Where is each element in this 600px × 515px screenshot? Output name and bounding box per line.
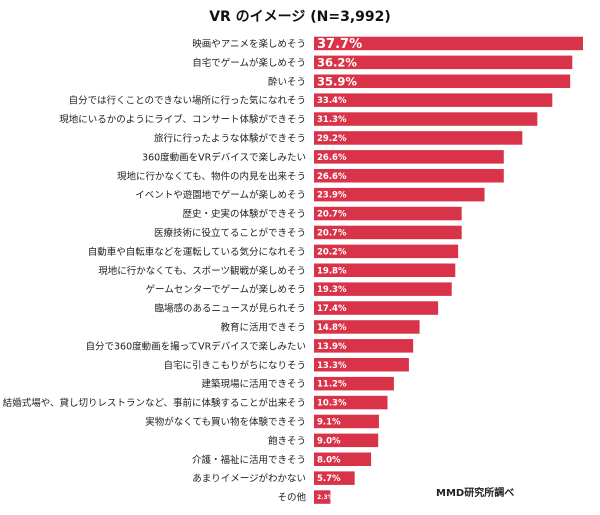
value-label: 5.7% xyxy=(317,474,341,484)
value-label: 35.9% xyxy=(317,74,357,88)
category-label: 建築現場に活用できそう xyxy=(201,378,306,390)
source-note: MMD研究所調べ xyxy=(436,488,515,499)
category-label: その他 xyxy=(277,492,306,504)
value-label: 26.6% xyxy=(317,172,347,182)
bar xyxy=(314,339,414,353)
category-label: 歴史・史実の体験ができそう xyxy=(182,208,306,220)
bar xyxy=(314,131,523,145)
bar xyxy=(314,74,571,88)
category-label: 自分では行くことのできない場所に行った気になれそう xyxy=(69,95,306,107)
category-label: 自宅でゲームが楽しめそう xyxy=(192,57,306,69)
bar xyxy=(314,187,485,202)
category-label: 現地に行かなくても、物件の内見を出来そう xyxy=(117,170,306,182)
value-label: 11.2% xyxy=(317,380,347,390)
value-label: 10.3% xyxy=(317,399,347,409)
bar xyxy=(314,244,459,259)
value-label: 19.8% xyxy=(317,266,347,276)
bar xyxy=(314,150,504,164)
value-label: 13.9% xyxy=(317,342,347,352)
category-label: 旅行に行ったような体験ができそう xyxy=(154,132,306,144)
bar xyxy=(314,471,355,485)
bar xyxy=(314,433,379,448)
category-label: 飽きそう xyxy=(268,435,306,447)
value-label: 26.6% xyxy=(317,153,347,163)
bar xyxy=(314,358,409,372)
bar xyxy=(314,206,462,221)
bar xyxy=(314,225,462,240)
value-label: 19.3% xyxy=(317,285,347,295)
value-label: 20.2% xyxy=(317,247,347,257)
bar xyxy=(314,93,553,107)
bar xyxy=(314,112,538,126)
category-label: 教育に活用できそう xyxy=(220,321,306,333)
value-label: 8.0% xyxy=(317,455,341,465)
value-label: 36.2% xyxy=(317,55,357,69)
category-label: ゲームセンターでゲームが楽しめそう xyxy=(146,284,306,296)
value-label: 33.4% xyxy=(317,96,347,106)
category-label: 実物がなくても買い物を体験できそう xyxy=(145,416,306,428)
value-label: 20.7% xyxy=(317,210,347,220)
value-label: 17.4% xyxy=(317,304,347,314)
bar xyxy=(314,263,456,277)
category-label: 現地にいるかのようにライブ、コンサート体験ができそう xyxy=(59,114,306,126)
value-label: 20.7% xyxy=(317,229,347,239)
value-label: 14.8% xyxy=(317,323,347,333)
bar xyxy=(314,301,439,315)
category-label: 自宅に引きこもりがちになりそう xyxy=(163,359,306,371)
value-label: 37.7% xyxy=(317,37,362,52)
bar xyxy=(314,320,420,334)
value-label: 9.1% xyxy=(317,418,341,428)
category-label: イベントや遊園地でゲームが楽しめそう xyxy=(135,189,306,201)
category-label: 自動車や自転車などを運転している気分になれそう xyxy=(88,246,306,258)
category-label: 360度動画をVRデバイスで楽しみたい xyxy=(142,151,306,163)
bar xyxy=(314,282,452,296)
category-label: 介護・福祉に活用できそう xyxy=(192,454,306,466)
category-label: 自分で360度動画を撮ってVRデバイスで楽しみたい xyxy=(86,340,306,352)
bar xyxy=(314,55,573,70)
bar xyxy=(314,36,583,51)
bar xyxy=(314,395,388,410)
bar xyxy=(314,490,331,504)
category-label: 結婚式場や、貸し切りレストランなど、事前に体験することが出来そう xyxy=(3,397,306,409)
value-label: 9.0% xyxy=(317,436,341,446)
category-label: 医療技術に役立てることができそう xyxy=(154,227,306,239)
category-label: あまりイメージがわかない xyxy=(192,473,306,485)
value-label: 31.3% xyxy=(317,115,347,125)
category-label: 臨場感のあるニュースが見られそう xyxy=(154,303,306,315)
category-label: 現地に行かなくても、スポーツ観戦が楽しめそう xyxy=(98,265,306,277)
bar xyxy=(314,376,394,391)
category-label: 酔いそう xyxy=(268,76,306,88)
value-label: 13.3% xyxy=(317,361,347,371)
value-label: 29.2% xyxy=(317,134,347,144)
value-label: 2.3% xyxy=(317,494,334,501)
chart-title: VR のイメージ (N=3,992) xyxy=(209,9,391,25)
value-label: 23.9% xyxy=(317,191,347,201)
bar xyxy=(314,414,379,429)
bar xyxy=(314,169,504,183)
category-label: 映画やアニメを楽しめそう xyxy=(192,38,306,50)
bar xyxy=(314,452,372,466)
